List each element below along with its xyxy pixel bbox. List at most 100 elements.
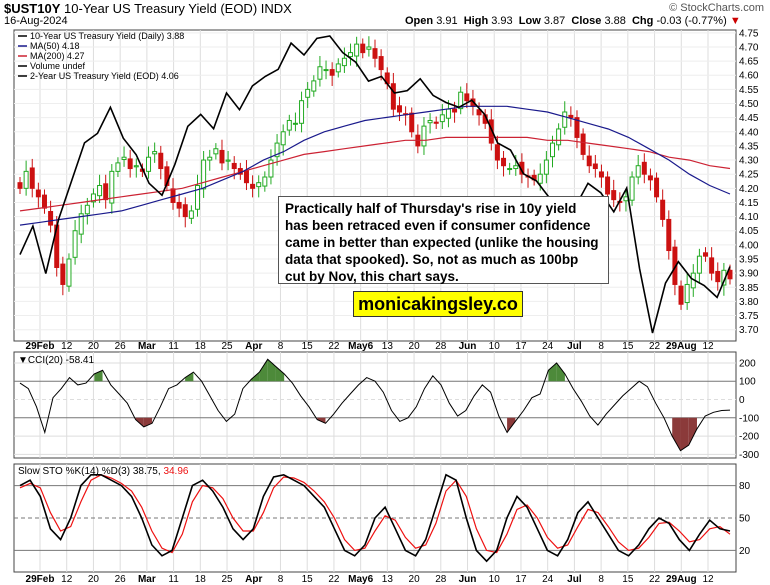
- y-tick-label: 4.40: [739, 127, 759, 138]
- cci-fill-negative: [143, 417, 153, 427]
- high-label: High: [463, 15, 489, 27]
- x-tick-label: 22: [649, 574, 661, 585]
- cci-tick-label: 200: [739, 358, 756, 369]
- candle-body: [592, 163, 598, 170]
- x-tick-label: 13: [382, 574, 394, 585]
- y-tick-label: 3.80: [739, 297, 759, 308]
- candle-body: [543, 159, 549, 175]
- candle-body: [109, 170, 115, 204]
- cci-tick-label: 100: [739, 377, 756, 388]
- x-tick-label: 18: [195, 341, 207, 352]
- x-tick-label: 12: [702, 574, 714, 585]
- candle-body: [323, 69, 329, 72]
- close-value: 3.88: [604, 15, 626, 27]
- candle-body: [146, 156, 152, 172]
- cci-fill-negative: [507, 417, 516, 433]
- candle-body: [629, 176, 635, 201]
- cci-fill-positive: [267, 359, 276, 382]
- y-tick-label: 3.90: [739, 269, 759, 280]
- candle-body: [60, 263, 66, 285]
- x-tick-label: 11: [168, 574, 179, 585]
- legend-y2: 2-Year US Treasury Yield (EOD) 4.06: [30, 71, 179, 81]
- x-tick-label: 26: [115, 341, 127, 352]
- cci-tick-label: -100: [739, 413, 759, 424]
- panel-frame-2: [13, 351, 737, 459]
- x-tick-label: 10: [489, 574, 501, 585]
- cci-tick-label: 0: [739, 395, 745, 406]
- candle-body: [90, 193, 96, 203]
- candle-body: [366, 46, 372, 50]
- candle-body: [213, 148, 219, 155]
- sto-tick-label: 20: [739, 546, 751, 557]
- ticker-symbol: $UST10Y: [4, 1, 61, 16]
- cci-fill-negative: [680, 417, 689, 451]
- candle-body: [243, 170, 249, 184]
- candle-body: [360, 43, 366, 54]
- brand-label: © StockCharts.com: [669, 2, 764, 14]
- x-tick-label: 13: [382, 341, 394, 352]
- candle-body: [97, 185, 103, 197]
- candle-body: [158, 152, 164, 170]
- cci-fill-negative: [688, 417, 697, 446]
- candle-body: [225, 159, 231, 162]
- candle-body: [666, 218, 672, 252]
- x-tick-label: 20: [409, 574, 421, 585]
- low-label: Low: [518, 15, 541, 27]
- candle-body: [537, 173, 543, 184]
- x-tick-label: Mar: [138, 341, 156, 352]
- ma200-line: [19, 136, 731, 212]
- x-tick-label: 24: [542, 341, 554, 352]
- candle-body: [623, 196, 629, 202]
- y-tick-label: 3.70: [739, 325, 759, 336]
- y2-overlay-line: [19, 35, 731, 334]
- chg-label: Chg: [631, 15, 654, 27]
- x-tick-label: 18: [195, 574, 207, 585]
- x-tick-label: 22: [328, 574, 340, 585]
- candle-body: [299, 100, 305, 124]
- close-label: Close: [571, 15, 602, 27]
- y-tick-label: 3.95: [739, 255, 759, 266]
- y-tick-label: 4.70: [739, 42, 759, 53]
- ohlc-readout: Open 3.91 High 3.93 Low 3.87 Close 3.88 …: [405, 15, 741, 27]
- candle-body: [672, 246, 678, 285]
- candle-body: [494, 144, 500, 161]
- candle-body: [41, 194, 47, 209]
- x-tick-label: 24: [542, 574, 554, 585]
- cci-fill-positive: [185, 372, 194, 382]
- candle-body: [115, 162, 121, 172]
- y-tick-label: 4.10: [739, 212, 759, 223]
- candle-body: [48, 211, 54, 226]
- candle-body: [207, 156, 213, 161]
- x-tick-label: May6: [348, 341, 373, 352]
- x-tick-label: 11: [168, 341, 179, 352]
- candle-body: [647, 175, 653, 181]
- candle-body: [476, 109, 482, 116]
- candle-body: [372, 48, 378, 59]
- candle-body: [195, 185, 200, 210]
- x-tick-label: Jul: [567, 341, 582, 352]
- ma50-line: [19, 105, 731, 226]
- x-tick-label: 12: [61, 341, 73, 352]
- x-tick-label: 8: [278, 341, 284, 352]
- candle-body: [696, 255, 702, 274]
- candle-body: [684, 283, 690, 304]
- cci-fill-negative: [672, 417, 681, 451]
- x-tick-label: May6: [348, 574, 373, 585]
- y-tick-label: 4.35: [739, 141, 759, 152]
- panel-frame-1: [13, 29, 737, 342]
- cci-title: ▼CCI(20) -58.41: [18, 355, 94, 366]
- y-tick-label: 4.30: [739, 156, 759, 167]
- candle-body: [256, 182, 262, 188]
- y-tick-label: 4.55: [739, 85, 759, 96]
- ticker-header: $UST10Y 10-Year US Treasury Yield (EOD) …: [4, 1, 292, 16]
- sto-k-value: 38.75,: [133, 466, 164, 477]
- cci-fill-positive: [556, 362, 565, 382]
- candle-body: [152, 151, 158, 155]
- candle-body: [268, 159, 274, 178]
- y-tick-label: 4.15: [739, 198, 759, 209]
- candle-body: [335, 63, 341, 73]
- candle-body: [66, 258, 72, 287]
- x-tick-label: 17: [515, 574, 527, 585]
- x-tick-label: Jul: [567, 574, 582, 585]
- sto-tick-label: 80: [739, 481, 751, 492]
